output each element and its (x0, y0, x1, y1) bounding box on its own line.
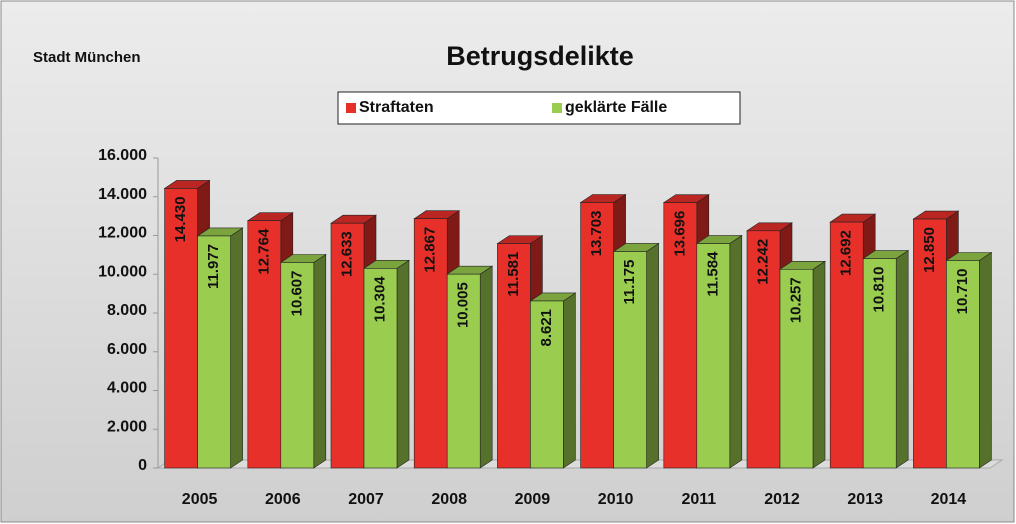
bar-side (646, 242, 659, 469)
bar-group: 10.810 (862, 249, 910, 469)
value-label: 12.242 (754, 239, 771, 285)
bar (247, 220, 282, 469)
bar-group: 10.304 (363, 259, 410, 469)
bar-side (563, 292, 576, 469)
bar-side (479, 265, 493, 469)
bar (696, 243, 731, 469)
value-label: 12.850 (921, 227, 938, 273)
y-tick-label: 14.000 (98, 186, 147, 203)
value-label: 10.304 (371, 276, 388, 323)
value-label: 11.175 (621, 259, 638, 304)
bar (663, 202, 698, 469)
bar-side (396, 259, 410, 469)
bar (913, 218, 947, 469)
value-label: 12.633 (338, 231, 355, 277)
x-tick-label: 2011 (681, 491, 716, 508)
bar (363, 268, 398, 469)
bar-group: 11.977 (196, 227, 244, 469)
legend-box (337, 91, 741, 125)
x-tick-label: 2007 (348, 491, 384, 508)
bar-group: 10.607 (279, 253, 327, 469)
bar-side (230, 227, 243, 469)
bar (330, 222, 365, 469)
value-label: 12.764 (255, 228, 272, 275)
value-label: 13.703 (588, 211, 605, 257)
value-label: 10.710 (954, 268, 971, 314)
bar (862, 258, 897, 469)
y-tick-label: 2.000 (107, 418, 147, 435)
bar-side (313, 253, 327, 469)
bar-group: 10.005 (446, 265, 494, 469)
bar (946, 260, 980, 469)
x-tick-label: 2008 (431, 491, 467, 508)
legend-swatch (346, 103, 356, 113)
value-label: 10.005 (455, 282, 472, 328)
x-tick-label: 2006 (265, 491, 301, 508)
bar (779, 268, 814, 469)
bar-side (729, 234, 743, 469)
y-tick-label: 12.000 (98, 225, 147, 242)
x-tick-label: 2013 (847, 491, 883, 508)
value-label: 12.867 (422, 227, 439, 273)
x-tick-label: 2014 (931, 491, 967, 508)
bar (497, 243, 531, 469)
value-label: 11.584 (704, 251, 721, 297)
value-label: 11.977 (205, 244, 222, 289)
legend-swatch (552, 103, 562, 113)
bar (280, 262, 315, 469)
value-label: 13.696 (671, 211, 688, 257)
value-label: 14.430 (172, 196, 189, 242)
value-label: 10.810 (871, 267, 888, 313)
value-label: 11.581 (505, 252, 522, 297)
legend-label: Straftaten (359, 99, 434, 116)
chart-title: Betrugsdelikte (446, 41, 634, 71)
y-tick-label: 16.000 (98, 147, 147, 164)
bar-group: 10.710 (945, 251, 993, 469)
bar-group: 11.175 (612, 242, 660, 469)
y-tick-label: 0 (138, 457, 147, 474)
bar (829, 221, 864, 469)
bar-side (812, 260, 826, 469)
x-tick-label: 2010 (598, 491, 634, 508)
chart-subtitle: Stadt München (33, 49, 141, 66)
bar (413, 218, 448, 469)
bar (580, 202, 614, 469)
y-tick-label: 10.000 (98, 263, 147, 280)
value-label: 8.621 (538, 309, 555, 347)
bar (446, 273, 481, 469)
bar (164, 188, 198, 469)
x-tick-label: 2009 (515, 491, 551, 508)
bar-side (895, 249, 909, 469)
bar (530, 300, 564, 469)
bar (197, 235, 231, 469)
bar-side (979, 251, 992, 469)
value-label: 10.257 (787, 277, 804, 323)
y-tick-label: 6.000 (107, 341, 147, 358)
value-label: 10.607 (288, 270, 305, 316)
value-label: 12.692 (838, 230, 855, 276)
bar-group: 8.621 (529, 292, 577, 469)
x-tick-label: 2012 (764, 491, 800, 508)
bar-group: 10.257 (779, 260, 826, 469)
bar (613, 251, 647, 469)
bar-group: 11.584 (695, 234, 743, 469)
legend-label: geklärte Fälle (565, 99, 667, 116)
x-tick-label: 2005 (182, 491, 218, 508)
y-tick-label: 4.000 (107, 380, 147, 397)
y-tick-label: 8.000 (107, 302, 147, 319)
